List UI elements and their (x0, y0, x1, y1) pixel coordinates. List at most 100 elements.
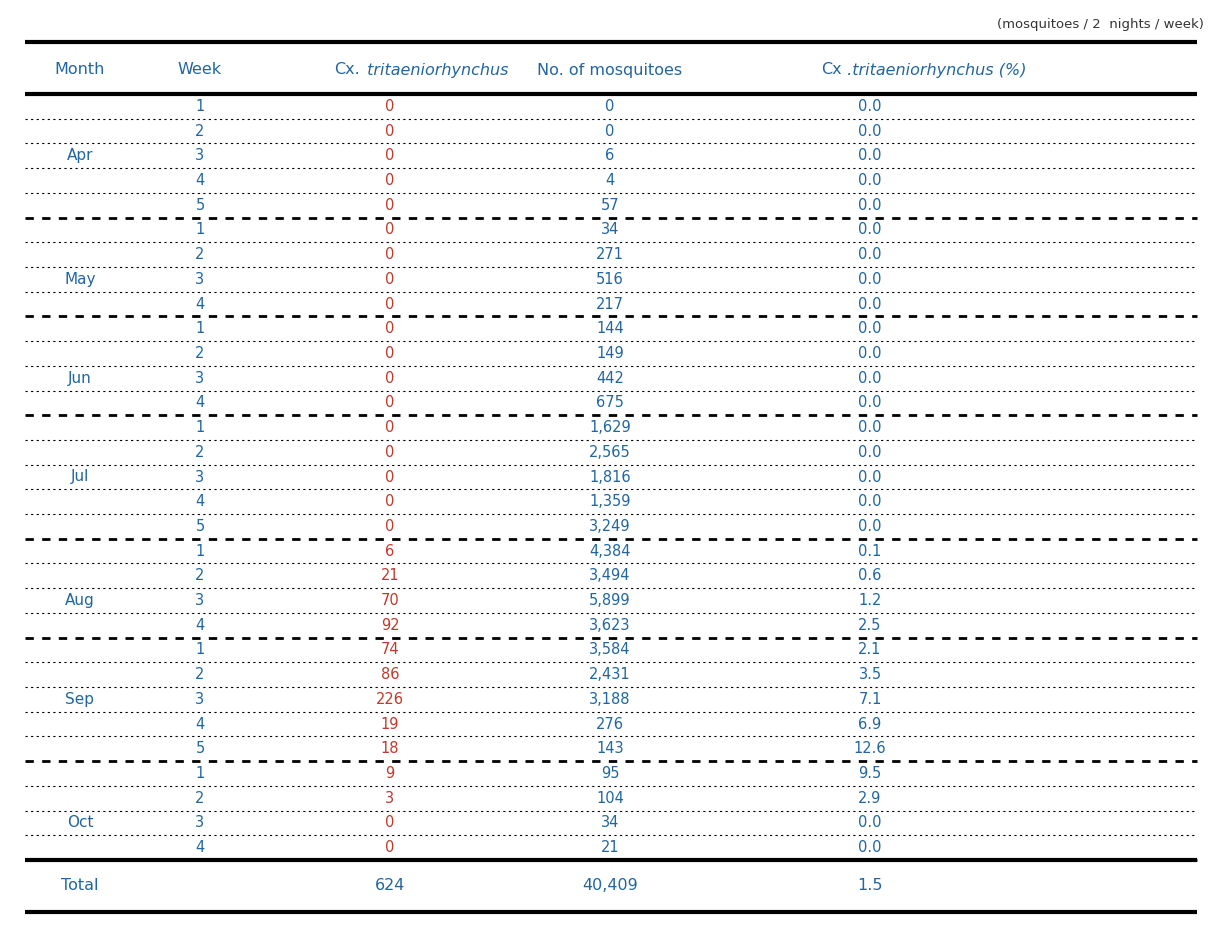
Text: 5: 5 (196, 519, 204, 534)
Text: 4: 4 (196, 618, 204, 633)
Text: 0.0: 0.0 (858, 223, 882, 238)
Text: 226: 226 (376, 692, 404, 707)
Text: 0.0: 0.0 (858, 321, 882, 336)
Text: 0.0: 0.0 (858, 445, 882, 460)
Text: 5: 5 (196, 197, 204, 212)
Text: 6: 6 (605, 148, 615, 163)
Text: 4: 4 (196, 717, 204, 732)
Text: 3,494: 3,494 (589, 568, 631, 583)
Text: 1: 1 (196, 420, 204, 435)
Text: 21: 21 (601, 841, 620, 856)
Text: 0.0: 0.0 (858, 99, 882, 114)
Text: 1: 1 (196, 99, 204, 114)
Text: 3: 3 (196, 470, 204, 485)
Text: 2: 2 (196, 568, 205, 583)
Text: Cx.: Cx. (335, 63, 360, 78)
Text: 0.0: 0.0 (858, 148, 882, 163)
Text: 9: 9 (385, 766, 395, 781)
Text: 0.0: 0.0 (858, 371, 882, 386)
Text: 0.0: 0.0 (858, 519, 882, 534)
Text: 3,584: 3,584 (589, 642, 631, 657)
Text: 1,816: 1,816 (589, 470, 631, 485)
Text: 442: 442 (596, 371, 624, 386)
Text: 0: 0 (385, 445, 395, 460)
Text: 0: 0 (385, 494, 395, 509)
Text: 7.1: 7.1 (858, 692, 882, 707)
Text: 1.5: 1.5 (858, 879, 882, 894)
Text: 0: 0 (385, 395, 395, 410)
Text: Jul: Jul (71, 470, 89, 485)
Text: 0.0: 0.0 (858, 297, 882, 312)
Text: 2: 2 (196, 667, 205, 682)
Text: 21: 21 (381, 568, 400, 583)
Text: 4: 4 (196, 395, 204, 410)
Text: 1: 1 (196, 321, 204, 336)
Text: Jun: Jun (68, 371, 92, 386)
Text: 1: 1 (196, 642, 204, 657)
Text: 0.0: 0.0 (858, 420, 882, 435)
Text: 0: 0 (385, 124, 395, 139)
Text: 3: 3 (196, 593, 204, 608)
Text: 2: 2 (196, 247, 205, 262)
Text: 2,431: 2,431 (589, 667, 631, 682)
Text: 143: 143 (596, 741, 623, 756)
Text: 0: 0 (385, 519, 395, 534)
Text: 0: 0 (385, 197, 395, 212)
Text: 0: 0 (385, 420, 395, 435)
Text: 0: 0 (385, 297, 395, 312)
Text: Aug: Aug (65, 593, 95, 608)
Text: 3,623: 3,623 (589, 618, 631, 633)
Text: 1: 1 (196, 544, 204, 559)
Text: 0: 0 (385, 148, 395, 163)
Text: 2.5: 2.5 (858, 618, 882, 633)
Text: 0: 0 (385, 321, 395, 336)
Text: Cx: Cx (821, 63, 842, 78)
Text: 4: 4 (196, 297, 204, 312)
Text: 0: 0 (385, 815, 395, 830)
Text: Week: Week (178, 63, 222, 78)
Text: 144: 144 (596, 321, 624, 336)
Text: 3,188: 3,188 (589, 692, 631, 707)
Text: 0: 0 (385, 173, 395, 188)
Text: 0.0: 0.0 (858, 271, 882, 286)
Text: 3: 3 (196, 271, 204, 286)
Text: 217: 217 (596, 297, 624, 312)
Text: 0: 0 (385, 841, 395, 856)
Text: 104: 104 (596, 791, 624, 806)
Text: 624: 624 (375, 879, 406, 894)
Text: 0: 0 (385, 223, 395, 238)
Text: 0: 0 (385, 346, 395, 361)
Text: 3,249: 3,249 (589, 519, 631, 534)
Text: 2: 2 (196, 445, 205, 460)
Text: 516: 516 (596, 271, 624, 286)
Text: 4: 4 (196, 841, 204, 856)
Text: 4: 4 (196, 173, 204, 188)
Text: 4: 4 (196, 494, 204, 509)
Text: 1,359: 1,359 (589, 494, 631, 509)
Text: 271: 271 (596, 247, 624, 262)
Text: 0.6: 0.6 (858, 568, 882, 583)
Text: Total: Total (61, 879, 99, 894)
Text: 2.9: 2.9 (858, 791, 882, 806)
Text: Month: Month (55, 63, 105, 78)
Text: 149: 149 (596, 346, 624, 361)
Text: 2: 2 (196, 346, 205, 361)
Text: 74: 74 (381, 642, 400, 657)
Text: 5: 5 (196, 741, 204, 756)
Text: 0: 0 (605, 99, 615, 114)
Text: 2,565: 2,565 (589, 445, 631, 460)
Text: May: May (65, 271, 95, 286)
Text: 9.5: 9.5 (858, 766, 881, 781)
Text: 0.0: 0.0 (858, 470, 882, 485)
Text: 1.2: 1.2 (858, 593, 882, 608)
Text: 0.0: 0.0 (858, 247, 882, 262)
Text: 6.9: 6.9 (858, 717, 881, 732)
Text: 34: 34 (601, 815, 620, 830)
Text: Sep: Sep (66, 692, 94, 707)
Text: 675: 675 (596, 395, 624, 410)
Text: Oct: Oct (67, 815, 93, 830)
Text: tritaeniorhynchus: tritaeniorhynchus (362, 63, 508, 78)
Text: 4,384: 4,384 (589, 544, 631, 559)
Text: 0.0: 0.0 (858, 395, 882, 410)
Text: 3: 3 (196, 692, 204, 707)
